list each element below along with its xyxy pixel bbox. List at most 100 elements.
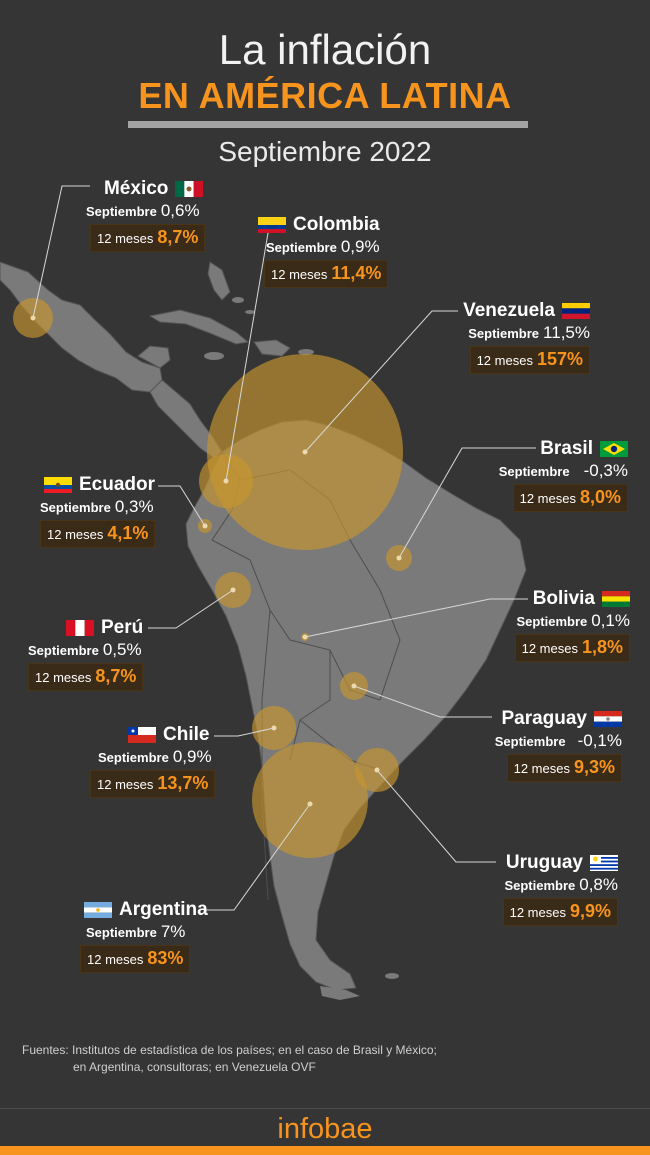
month-value: 7% [160,922,186,941]
country-name: Colombia [293,214,380,235]
bottom-accent-bar [0,1146,650,1155]
leader-ecuador [158,485,206,527]
country-name: Uruguay [505,852,583,873]
year-label: 12 meses [97,231,154,246]
month-value: 0,9% [172,747,212,766]
month-label: Septiembre [28,643,99,658]
sources-line2: en Argentina, consultoras; en Venezuela … [73,1060,316,1074]
leader-bolivia [304,598,528,638]
argentina-flag-icon [84,902,112,918]
country-name: Perú [101,617,144,638]
leader-peru [148,589,234,629]
month-value: 0,8% [579,875,618,894]
month-value: 0,5% [102,640,142,659]
leader-argentina [204,803,311,911]
month-label: Septiembre [516,614,588,629]
sources-line1: Fuentes: Institutos de estadística de lo… [22,1043,437,1057]
title-line2: EN AMÉRICA LATINA [138,75,512,116]
peru-flag-icon [66,620,94,636]
year-label: 12 meses [476,353,533,368]
year-value: 8,7% [157,227,199,247]
label-chile: Chile Septiembre 0,9% 12 meses 13,7% [90,724,216,798]
label-argentina: Argentina Septiembre 7% 12 meses 83% [80,899,208,973]
label-colombia: Colombia Septiembre 0,9% 12 meses 11,4% [258,214,389,288]
month-label: Septiembre [504,878,576,893]
venezuela-flag-icon [562,303,590,319]
year-label: 12 meses [35,670,92,685]
label-bolivia: Bolivia Septiembre 0,1% 12 meses 1,8% [514,588,630,662]
year-label: 12 meses [47,527,104,542]
bubble-argentina [252,742,368,858]
month-value: 0,1% [591,611,630,630]
year-label: 12 meses [97,777,154,792]
month-value: -0,1% [577,731,622,750]
year-label: 12 meses [509,905,566,920]
month-label: Septiembre [40,500,111,515]
label-brasil: Brasil Septiembre -0,3% 12 meses 8,0% [499,438,628,512]
leader-venezuela [304,310,458,453]
subtitle: Septiembre 2022 [218,136,432,167]
label-ecuador: Ecuador Septiembre 0,3% 12 meses 4,1% [40,474,156,548]
south-america-shape [185,419,527,991]
country-name: Bolivia [532,588,595,609]
year-value: 8,7% [95,666,137,686]
country-name: Argentina [119,899,208,920]
leader-uruguay [376,769,496,863]
year-label: 12 meses [513,761,570,776]
year-value: 83% [147,948,184,968]
leader-chile [214,727,275,737]
year-value: 13,7% [157,773,209,793]
sources-note: Fuentes: Institutos de estadística de lo… [22,1042,437,1076]
uruguay-flag-icon [590,855,618,871]
year-label: 12 meses [271,267,328,282]
mexico-flag-icon [175,181,204,197]
leader-mexico [32,185,90,319]
year-value: 4,1% [107,523,149,543]
month-value: 11,5% [543,323,590,342]
footer-divider [0,1108,650,1109]
year-value: 9,9% [569,901,611,921]
year-value: 8,0% [579,487,621,507]
year-label: 12 meses [519,491,576,506]
month-value: 0,9% [340,237,380,256]
brasil-flag-icon [600,441,628,457]
title-line1: La inflación [218,26,432,73]
colombia-flag-icon [258,217,286,233]
year-value: 9,3% [573,757,615,777]
paraguay-flag-icon [594,711,622,727]
label-paraguay: Paraguay Septiembre -0,1% 12 meses 9,3% [495,708,622,782]
title-rule [128,121,528,128]
year-label: 12 meses [521,641,578,656]
year-label: 12 meses [87,952,144,967]
country-name: Ecuador [79,474,156,495]
country-name: Chile [163,724,210,745]
country-name: Brasil [540,438,593,459]
month-label: Septiembre [498,464,570,479]
leader-paraguay [353,685,492,718]
country-name: Venezuela [463,300,555,321]
month-label: Septiembre [468,326,540,341]
label-venezuela: Venezuela Septiembre 11,5% 12 meses 157% [463,300,590,374]
bolivia-flag-icon [602,591,630,607]
month-label: Septiembre [86,204,157,219]
year-value: 11,4% [331,263,382,283]
label-mexico: México Septiembre 0,6% 12 meses 8,7% [86,178,206,252]
ecuador-flag-icon [44,477,72,493]
year-value: 157% [536,349,583,369]
month-value: 0,3% [114,497,154,516]
month-label: Septiembre [98,750,169,765]
month-value: -0,3% [583,461,628,480]
infobae-logo: infobae [277,1113,373,1145]
month-value: 0,6% [160,201,200,220]
year-value: 1,8% [581,637,623,657]
label-uruguay: Uruguay Septiembre 0,8% 12 meses 9,9% [502,852,618,926]
chile-flag-icon [128,727,156,743]
month-label: Septiembre [266,240,337,255]
cuba-shape [148,309,250,345]
month-label: Septiembre [86,925,157,940]
leader-brasil [398,447,536,559]
month-label: Septiembre [494,734,566,749]
label-peru: Perú Septiembre 0,5% 12 meses 8,7% [28,617,144,691]
country-name: México [103,178,169,199]
